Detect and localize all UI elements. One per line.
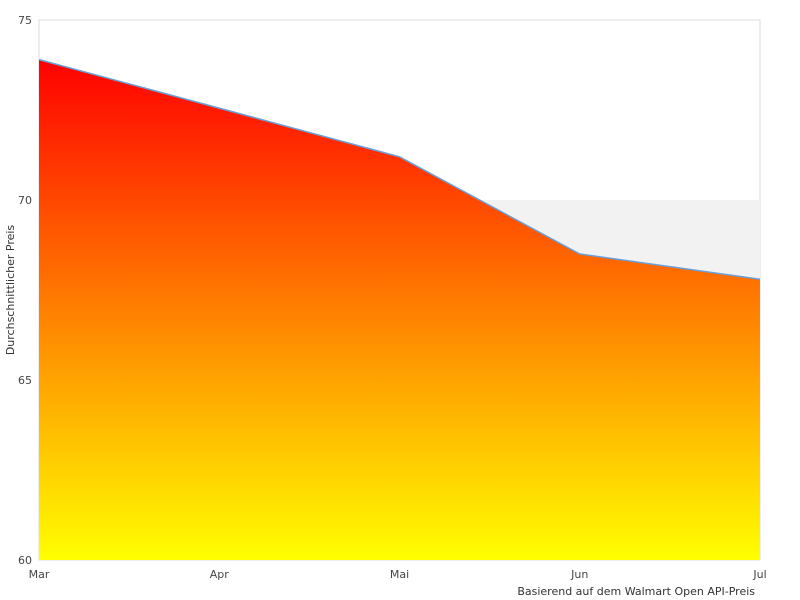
series-area bbox=[39, 59, 760, 560]
y-axis-title: Durchschnittlicher Preis bbox=[4, 225, 17, 356]
y-tick-label: 70 bbox=[18, 194, 32, 207]
x-tick-label: Apr bbox=[210, 568, 230, 581]
y-tick-label: 75 bbox=[18, 14, 32, 27]
series-line bbox=[38, 58, 761, 280]
x-tick-label: Mar bbox=[29, 568, 50, 581]
source-note: Basierend auf dem Walmart Open API-Preis bbox=[517, 585, 755, 598]
x-tick-label: Jul bbox=[752, 568, 766, 581]
y-tick-label: 60 bbox=[18, 554, 32, 567]
x-tick-label: Mai bbox=[390, 568, 409, 581]
y-axis-ticks: 60 65 70 75 bbox=[18, 14, 32, 567]
x-tick-label: Jun bbox=[570, 568, 588, 581]
x-axis-ticks: Mar Apr Mai Jun Jul bbox=[29, 568, 767, 581]
y-tick-label: 65 bbox=[18, 374, 32, 387]
